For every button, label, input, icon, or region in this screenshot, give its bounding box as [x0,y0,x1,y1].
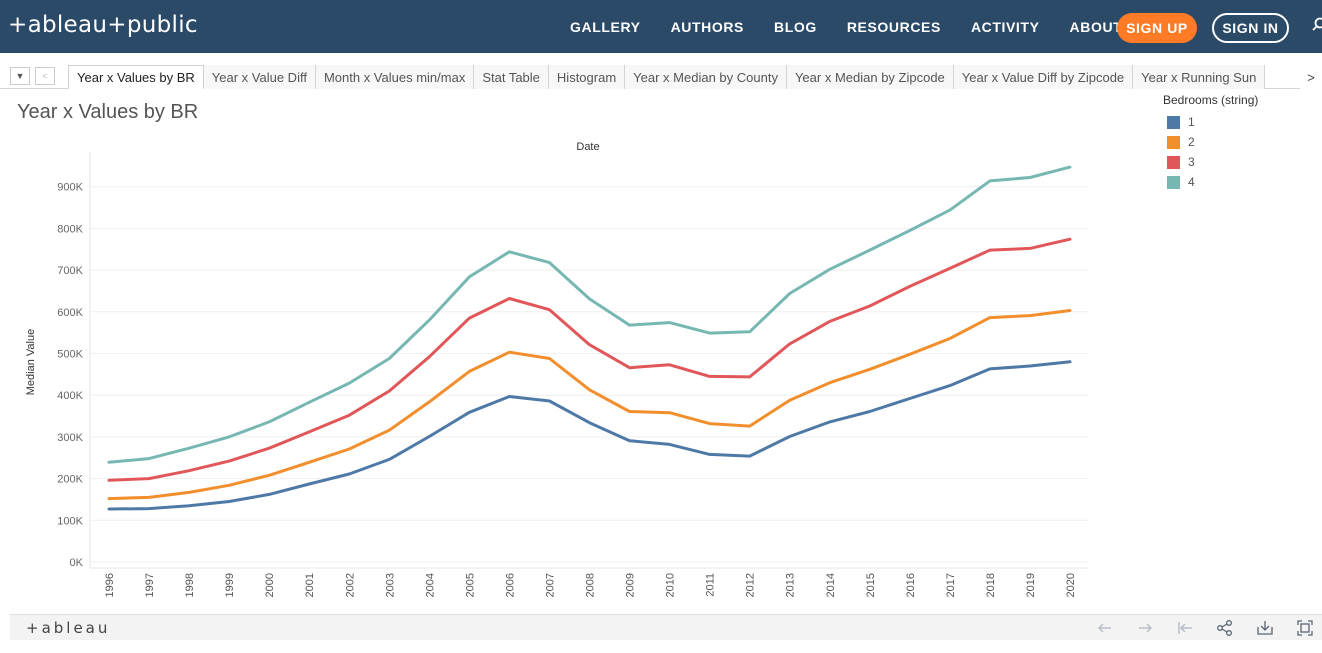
nav-resources[interactable]: RESOURCES [846,18,941,35]
tab-year-value-diff-by-zipcode[interactable]: Year x Value Diff by Zipcode [953,65,1134,89]
tab-year-median-by-county[interactable]: Year x Median by County [625,65,787,89]
y-axis-title: Median Value [25,329,37,395]
y-tick-label: 500K [57,349,83,361]
fullscreen-icon[interactable] [1295,619,1315,637]
redo-icon[interactable] [1135,619,1155,637]
tab-year-value-diff[interactable]: Year x Value Diff [203,65,316,89]
x-tick-label: 2007 [544,573,556,597]
tableau-public-logo[interactable]: +ableau+public [8,12,198,38]
legend-title: Bedrooms (string) [1163,93,1259,107]
y-tick-label: 100K [57,515,83,527]
y-tick-label: 300K [57,432,83,444]
line-chart: Date 0K 100K 200K 300K 400K 500K 600K 700K 800K 90… [25,141,1088,597]
tab-year-median-by-zipcode[interactable]: Year x Median by Zipcode [786,65,954,89]
x-tick-label: 1997 [144,573,156,597]
x-tick-label: 2008 [585,573,597,597]
tab-stat-table[interactable]: Stat Table [474,65,549,89]
x-tick-label: 2018 [985,573,997,597]
x-tick-label: 2013 [785,573,797,597]
tab-year-values-by-br[interactable]: Year x Values by BR [68,65,204,89]
x-tick-label: 2012 [745,573,757,597]
x-tick-label: 1999 [224,573,236,597]
x-tick-label: 2019 [1025,573,1037,597]
legend-swatch-4 [1167,175,1180,189]
column-header: Date [576,141,599,153]
legend-item-3[interactable]: 3 [1163,152,1258,172]
sheet-tab-strip: ▼ < Year x Values by BR Year x Value Dif… [0,61,1322,89]
viz-title: Year x Values by BR [17,101,199,123]
series-line-4 [107,165,1072,464]
x-tick-label: 2001 [304,573,316,597]
y-tick-label: 400K [57,390,83,402]
undo-icon[interactable] [1095,619,1115,637]
x-tick-label: 2010 [665,573,677,597]
legend-label-3: 3 [1188,155,1195,169]
legend-label-1: 1 [1188,115,1195,129]
revert-icon[interactable] [1175,619,1195,637]
legend-label-4: 4 [1188,175,1195,189]
y-tick-label: 800K [57,223,83,235]
tab-month-values-min-max[interactable]: Month x Values min/max [315,65,475,89]
x-tick-label: 2005 [464,573,476,597]
sign-up-button[interactable]: SIGN UP [1117,13,1197,43]
tableau-footer-logo[interactable]: +ableau [26,619,111,637]
series-line-2 [107,309,1072,501]
nav-authors[interactable]: AUTHORS [670,18,744,35]
y-tick-label: 0K [70,557,84,569]
series-line-3 [107,237,1072,482]
legend-swatch-3 [1167,155,1180,169]
nav-gallery[interactable]: GALLERY [570,18,641,35]
legend: Bedrooms (string) 1 2 3 4 [1163,93,1258,192]
download-icon[interactable] [1255,619,1275,637]
legend-item-4[interactable]: 4 [1163,172,1258,192]
x-tick-label: 2002 [344,573,356,597]
y-tick-label: 700K [57,265,83,277]
sheet-tabs: Year x Values by BR Year x Value Diff Mo… [68,65,1266,89]
search-icon[interactable] [1312,17,1322,31]
main-nav: GALLERY AUTHORS BLOG RESOURCES ACTIVITY … [570,0,1152,53]
y-tick-label: 900K [57,182,83,194]
legend-item-1[interactable]: 1 [1163,112,1258,132]
nav-about[interactable]: ABOUT [1069,18,1123,35]
x-tick-label: 2009 [625,573,637,597]
legend-swatch-2 [1167,135,1180,149]
x-tick-label: 2000 [264,573,276,597]
x-tick-label: 2016 [905,573,917,597]
tab-menu-dropdown[interactable]: ▼ [10,67,30,85]
y-tick-label: 600K [57,307,83,319]
share-icon[interactable] [1215,619,1235,637]
x-tick-label: 2011 [705,573,717,597]
x-tick-label: 2017 [945,573,957,597]
sign-in-button[interactable]: SIGN IN [1212,13,1289,43]
legend-swatch-1 [1167,115,1180,129]
x-tick-label: 2020 [1065,573,1077,597]
x-tick-label: 2014 [825,573,837,597]
tab-histogram[interactable]: Histogram [548,65,626,89]
y-tick-label: 200K [57,474,83,486]
x-tick-label: 2015 [865,573,877,597]
tab-scroll-next[interactable]: > [1300,65,1322,89]
x-tick-label: 2006 [504,573,516,597]
legend-item-2[interactable]: 2 [1163,132,1258,152]
nav-activity[interactable]: ACTIVITY [970,18,1040,35]
tab-year-running-sum[interactable]: Year x Running Sun [1133,65,1266,89]
legend-label-2: 2 [1188,135,1195,149]
x-tick-label: 1998 [184,573,196,597]
x-tick-label: 2004 [424,573,436,597]
nav-blog[interactable]: BLOG [774,18,817,35]
viz-toolbar: +ableau [10,614,1322,640]
tab-scroll-prev[interactable]: < [35,67,55,85]
top-nav-bar: +ableau+public GALLERY AUTHORS BLOG RESO… [0,0,1322,53]
series-line-1 [107,360,1072,511]
x-tick-label: 1996 [104,573,116,597]
x-tick-label: 2003 [384,573,396,597]
